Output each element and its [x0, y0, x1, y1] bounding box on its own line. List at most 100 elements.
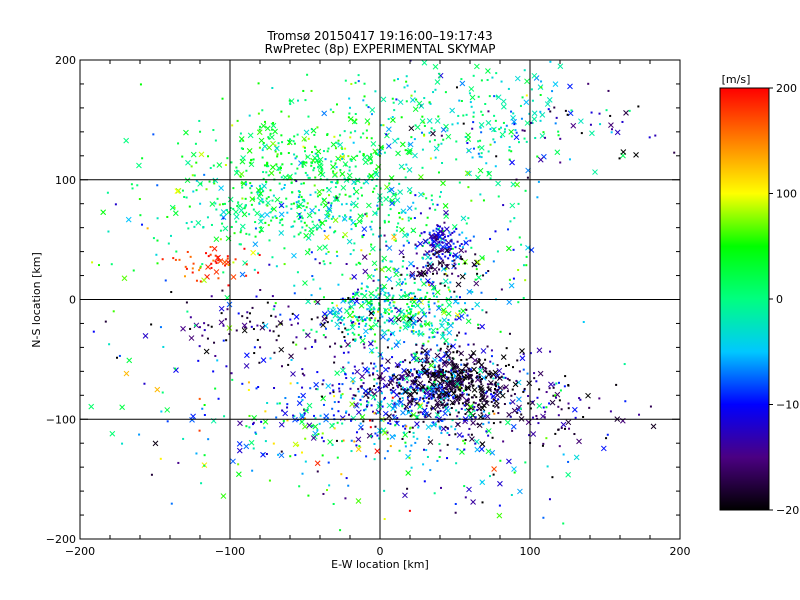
data-point	[268, 329, 271, 332]
data-point	[502, 121, 505, 124]
data-point	[409, 312, 412, 315]
data-point	[458, 244, 461, 247]
data-point	[404, 445, 407, 448]
data-point	[286, 139, 293, 146]
data-point	[494, 381, 497, 384]
data-point	[499, 391, 502, 394]
data-point	[333, 135, 336, 138]
data-point	[493, 130, 496, 133]
data-point	[265, 453, 268, 456]
data-point	[415, 380, 418, 383]
data-point	[592, 169, 598, 175]
data-point	[434, 403, 441, 410]
data-point	[410, 466, 413, 469]
data-point	[367, 106, 370, 109]
data-point	[203, 404, 206, 407]
data-point	[344, 308, 350, 314]
data-point	[316, 153, 319, 156]
data-point	[464, 241, 467, 244]
axis-ticks	[79, 59, 681, 540]
data-point	[260, 219, 263, 222]
data-point	[443, 209, 449, 216]
data-point	[249, 320, 252, 323]
data-point	[451, 376, 454, 379]
data-point	[325, 317, 328, 320]
data-point	[123, 370, 130, 377]
data-point	[257, 112, 260, 115]
data-point	[305, 206, 308, 209]
data-point	[451, 388, 454, 391]
data-point	[350, 200, 357, 207]
data-point	[377, 307, 380, 310]
data-point	[354, 112, 357, 115]
data-point	[92, 330, 95, 333]
data-point	[398, 212, 401, 215]
data-point	[459, 273, 466, 280]
data-point	[557, 130, 560, 133]
data-point	[456, 448, 459, 451]
data-point	[286, 211, 289, 214]
data-point	[410, 292, 413, 295]
data-point	[297, 444, 300, 447]
data-point	[384, 312, 387, 315]
data-point	[372, 372, 375, 375]
data-point	[356, 154, 359, 157]
data-point	[374, 90, 377, 93]
data-point	[317, 156, 324, 163]
data-point	[429, 157, 432, 160]
data-point	[453, 391, 456, 394]
data-point	[386, 437, 389, 440]
data-point	[324, 158, 327, 161]
data-point	[306, 212, 313, 219]
data-point	[231, 378, 234, 381]
data-point	[459, 352, 462, 355]
data-point	[512, 248, 515, 251]
data-point	[366, 308, 369, 311]
data-point	[479, 380, 482, 383]
data-point	[139, 83, 142, 86]
data-point	[402, 256, 405, 259]
data-point	[247, 381, 250, 384]
data-point	[393, 315, 396, 318]
chart-title: Tromsø 20150417 19:16:00–19:17:43	[266, 29, 492, 43]
data-point	[289, 177, 292, 180]
data-point	[387, 422, 390, 425]
data-point	[517, 141, 520, 144]
data-point	[474, 416, 477, 419]
data-point	[306, 402, 313, 409]
data-point	[334, 321, 341, 328]
data-point	[560, 408, 563, 411]
data-point	[326, 321, 329, 324]
data-point	[488, 370, 491, 373]
data-point	[494, 385, 497, 388]
data-point	[536, 396, 539, 399]
data-point	[402, 389, 409, 395]
data-point	[370, 245, 376, 252]
data-point	[371, 435, 374, 438]
data-point	[410, 414, 413, 417]
data-point	[233, 209, 239, 215]
data-point	[248, 414, 251, 417]
data-point	[311, 275, 314, 278]
data-point	[330, 217, 333, 220]
data-point	[377, 279, 380, 282]
data-point	[404, 282, 407, 285]
data-point	[264, 410, 267, 413]
data-point	[497, 398, 500, 401]
data-point	[432, 63, 439, 70]
data-point	[344, 327, 347, 330]
data-point	[283, 186, 286, 189]
colorbar-tick-label: −100	[776, 399, 800, 412]
data-point	[391, 322, 394, 325]
data-point	[226, 257, 229, 260]
data-point	[395, 193, 398, 196]
data-point	[510, 394, 513, 397]
data-point	[416, 415, 419, 418]
data-point	[489, 360, 492, 363]
data-point	[378, 144, 384, 151]
data-point	[264, 211, 270, 218]
data-point	[485, 311, 488, 314]
data-point	[356, 297, 359, 300]
data-point	[207, 324, 210, 327]
